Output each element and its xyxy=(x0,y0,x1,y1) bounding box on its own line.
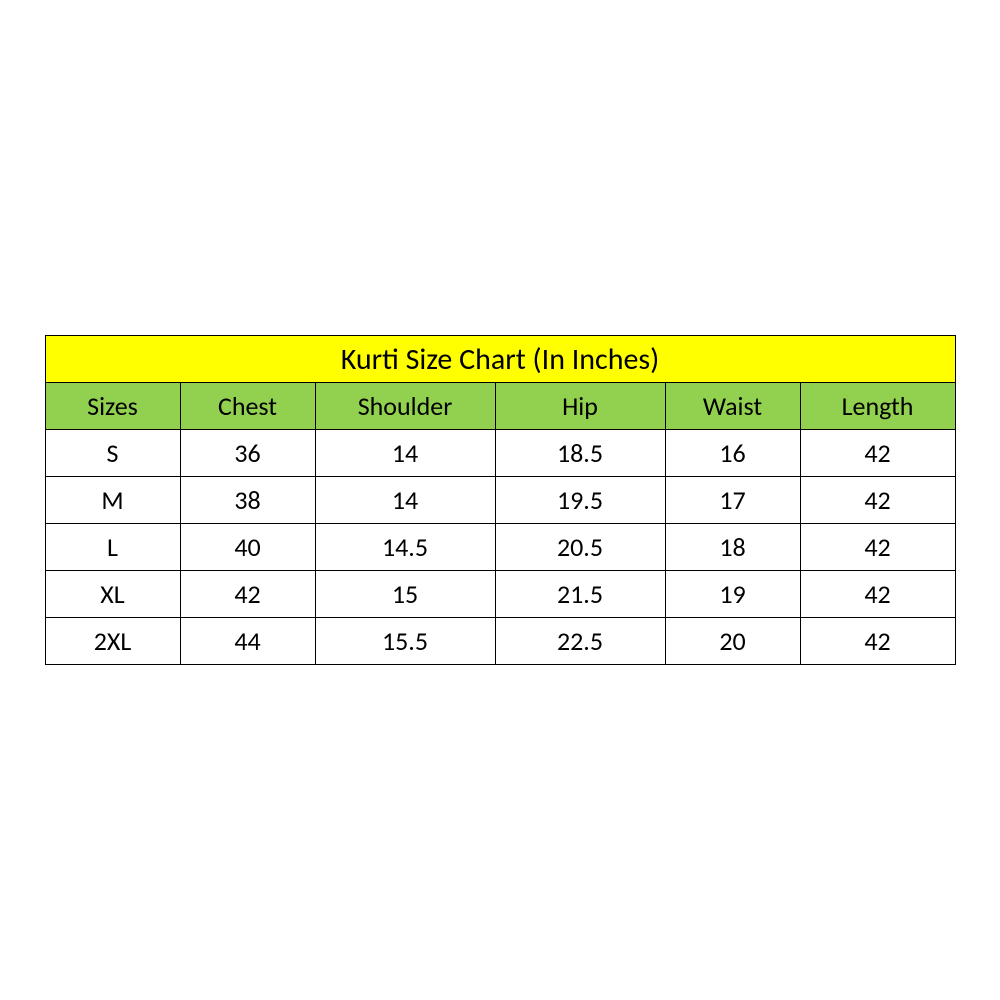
cell-shoulder: 14 xyxy=(315,430,495,477)
page: Kurti Size Chart (In Inches) Sizes Chest… xyxy=(0,0,1000,1000)
cell-length: 42 xyxy=(800,618,955,665)
cell-length: 42 xyxy=(800,571,955,618)
cell-size: S xyxy=(45,430,180,477)
table-row: S 36 14 18.5 16 42 xyxy=(45,430,955,477)
col-header-shoulder: Shoulder xyxy=(315,383,495,430)
cell-shoulder: 15.5 xyxy=(315,618,495,665)
table-row: 2XL 44 15.5 22.5 20 42 xyxy=(45,618,955,665)
cell-size: L xyxy=(45,524,180,571)
cell-chest: 40 xyxy=(180,524,315,571)
cell-chest: 36 xyxy=(180,430,315,477)
col-header-length: Length xyxy=(800,383,955,430)
size-chart-table: Kurti Size Chart (In Inches) Sizes Chest… xyxy=(45,335,956,665)
header-row: Sizes Chest Shoulder Hip Waist Length xyxy=(45,383,955,430)
cell-waist: 18 xyxy=(665,524,800,571)
cell-size: M xyxy=(45,477,180,524)
cell-chest: 44 xyxy=(180,618,315,665)
cell-hip: 21.5 xyxy=(495,571,665,618)
table-row: L 40 14.5 20.5 18 42 xyxy=(45,524,955,571)
cell-hip: 18.5 xyxy=(495,430,665,477)
cell-shoulder: 14 xyxy=(315,477,495,524)
cell-size: 2XL xyxy=(45,618,180,665)
cell-shoulder: 15 xyxy=(315,571,495,618)
col-header-hip: Hip xyxy=(495,383,665,430)
table-row: M 38 14 19.5 17 42 xyxy=(45,477,955,524)
cell-chest: 42 xyxy=(180,571,315,618)
title-row: Kurti Size Chart (In Inches) xyxy=(45,336,955,383)
cell-shoulder: 14.5 xyxy=(315,524,495,571)
cell-length: 42 xyxy=(800,524,955,571)
col-header-waist: Waist xyxy=(665,383,800,430)
cell-hip: 20.5 xyxy=(495,524,665,571)
table-title: Kurti Size Chart (In Inches) xyxy=(45,336,955,383)
cell-waist: 20 xyxy=(665,618,800,665)
cell-hip: 19.5 xyxy=(495,477,665,524)
cell-length: 42 xyxy=(800,430,955,477)
col-header-chest: Chest xyxy=(180,383,315,430)
cell-waist: 17 xyxy=(665,477,800,524)
cell-hip: 22.5 xyxy=(495,618,665,665)
table-row: XL 42 15 21.5 19 42 xyxy=(45,571,955,618)
cell-chest: 38 xyxy=(180,477,315,524)
cell-size: XL xyxy=(45,571,180,618)
cell-waist: 16 xyxy=(665,430,800,477)
col-header-sizes: Sizes xyxy=(45,383,180,430)
cell-waist: 19 xyxy=(665,571,800,618)
cell-length: 42 xyxy=(800,477,955,524)
